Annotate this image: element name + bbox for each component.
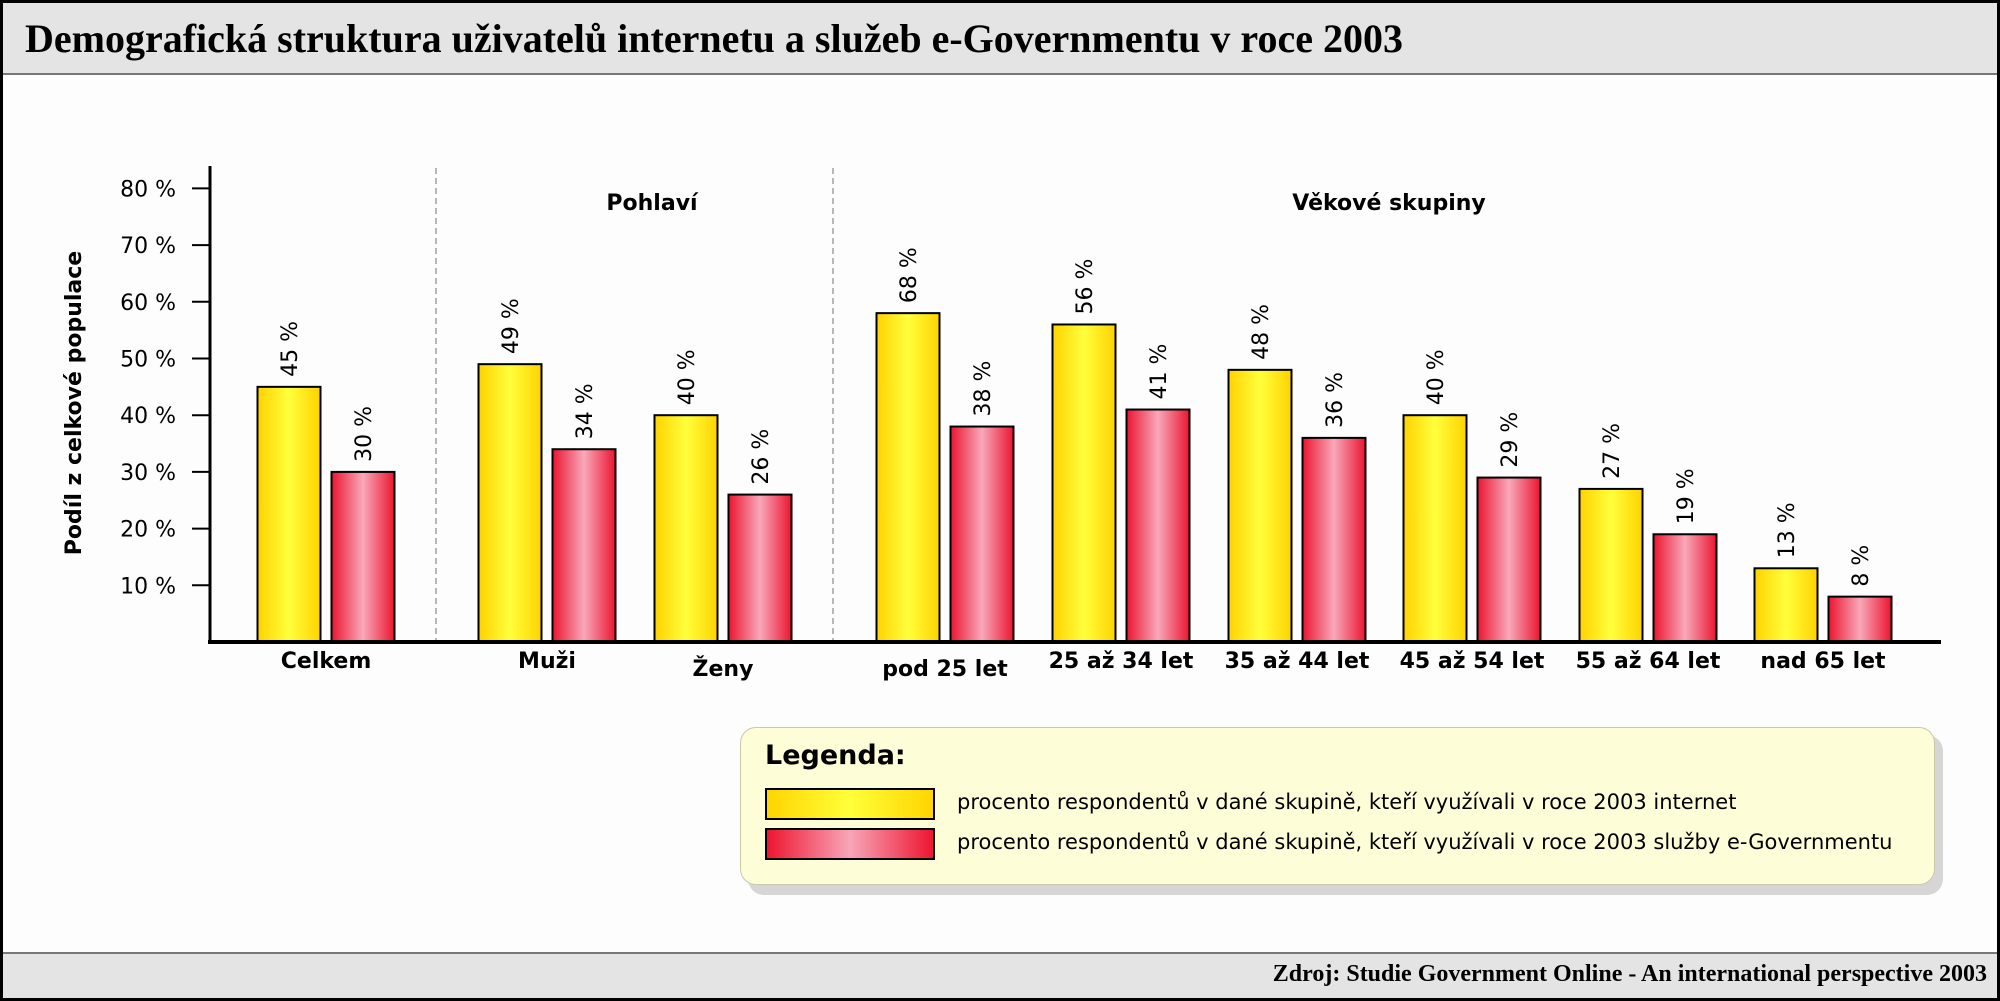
bar-internet	[1753, 567, 1819, 643]
source-note: Zdroj: Studie Government Online - An int…	[1272, 961, 1987, 987]
legend-swatch-red	[765, 828, 935, 860]
bar-egovernment	[330, 470, 396, 643]
bar-egovernment	[1652, 533, 1718, 644]
category-label: Muži	[518, 649, 576, 674]
category-label: 25 až 34 let	[1049, 649, 1194, 674]
bar-egovernment	[551, 448, 617, 643]
bar-value-label: 48 %	[1249, 304, 1274, 360]
footer-bar: Zdroj: Studie Government Online - An int…	[3, 952, 1997, 998]
bar-value-label: 19 %	[1674, 468, 1699, 524]
bar-internet	[1578, 487, 1644, 643]
y-tick-label: 70 %	[120, 234, 176, 259]
bar-internet	[1402, 414, 1468, 644]
legend-label-internet: procento respondentů v dané skupině, kte…	[957, 790, 1737, 814]
y-tick-label: 60 %	[120, 291, 176, 316]
category-label: nad 65 let	[1760, 649, 1886, 674]
bar-internet	[1051, 323, 1117, 643]
bar-egovernment	[1476, 476, 1542, 643]
chart-title: Demografická struktura uživatelů interne…	[25, 16, 1403, 61]
legend-swatch-yellow	[765, 788, 935, 820]
y-tick-label: 20 %	[120, 518, 176, 543]
bar-value-label: 38 %	[971, 361, 996, 417]
bar-egovernment	[1301, 436, 1367, 643]
bar-value-label: 68 %	[897, 247, 922, 303]
bar-value-label: 36 %	[1323, 372, 1348, 428]
category-label: 55 až 64 let	[1576, 649, 1721, 674]
category-label: 45 až 54 let	[1400, 649, 1545, 674]
bar-value-label: 29 %	[1498, 412, 1523, 468]
bar-internet	[653, 414, 719, 644]
bar-value-label: 13 %	[1775, 502, 1800, 558]
bar-value-label: 45 %	[278, 321, 303, 377]
category-label: 35 až 44 let	[1225, 649, 1370, 674]
bar-egovernment	[949, 425, 1015, 644]
bar-value-label: 26 %	[749, 429, 774, 485]
y-tick-label: 50 %	[120, 348, 176, 373]
bar-value-label: 34 %	[573, 383, 598, 439]
category-label: pod 25 let	[882, 657, 1008, 682]
y-tick-label: 40 %	[120, 404, 176, 429]
bar-egovernment	[727, 493, 793, 643]
bar-value-label: 27 %	[1600, 423, 1625, 479]
bar-value-label: 30 %	[352, 406, 377, 462]
group-label: Pohlaví	[606, 191, 699, 216]
bar-internet	[477, 363, 543, 643]
bar-value-label: 40 %	[675, 349, 700, 405]
bar-internet	[1227, 368, 1293, 643]
legend-label-egovernment: procento respondentů v dané skupině, kte…	[957, 830, 1893, 854]
bar-value-label: 56 %	[1073, 259, 1098, 315]
title-bar: Demografická struktura uživatelů interne…	[3, 3, 1997, 75]
bar-internet	[256, 385, 322, 643]
y-tick-label: 30 %	[120, 461, 176, 486]
y-tick-label: 10 %	[120, 574, 176, 599]
bar-value-label: 40 %	[1424, 349, 1449, 405]
bar-chart: Pohlaví Věkové skupiny 45 % 30 % Celkem 49 % 3…	[62, 166, 1941, 682]
bar-value-label: 49 %	[499, 298, 524, 354]
bar-value-label: 8 %	[1849, 545, 1874, 587]
bar-egovernment	[1125, 408, 1191, 643]
legend: Legenda: procento respondentů v dané sku…	[740, 727, 1935, 885]
category-label: Celkem	[281, 649, 372, 674]
bar-egovernment	[1827, 595, 1893, 644]
group-label: Věkové skupiny	[1292, 191, 1486, 216]
legend-title: Legenda:	[765, 740, 906, 771]
y-axis-title: Podíl z celkové populace	[62, 251, 87, 555]
bar-value-label: 41 %	[1147, 344, 1172, 400]
category-label: Ženy	[693, 656, 754, 682]
y-tick-label: 80 %	[120, 177, 176, 202]
bar-internet	[875, 312, 941, 643]
